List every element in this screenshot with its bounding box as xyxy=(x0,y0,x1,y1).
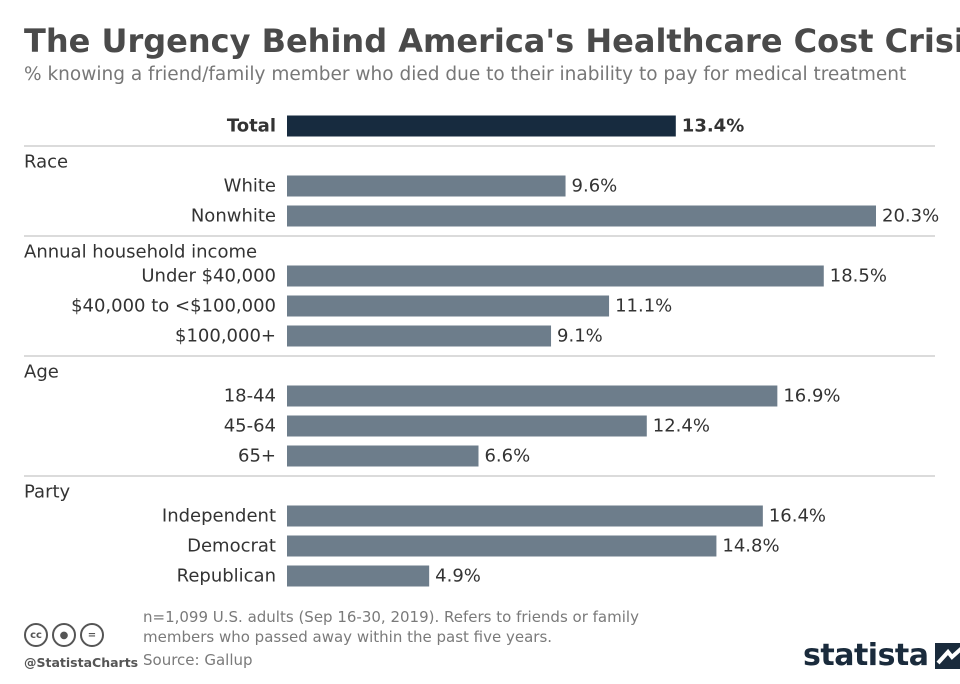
bar-9 xyxy=(287,535,717,557)
bar-10 xyxy=(287,565,430,587)
category-label-3: $40,000 to <$100,000 xyxy=(71,296,276,317)
value-label-6: 12.4% xyxy=(653,416,710,437)
bar-6 xyxy=(287,415,647,437)
footnote: n=1,099 U.S. adults (Sep 16-30, 2019). R… xyxy=(143,608,639,646)
category-label-8: Independent xyxy=(162,506,276,527)
category-label-1: Nonwhite xyxy=(191,206,276,227)
twitter-handle: @StatistaCharts xyxy=(24,655,139,670)
chart-subtitle: % knowing a friend/family member who die… xyxy=(24,64,907,85)
bar-chart: Total 13.4% Race White 9.6% Nonwhite 20.3% Annu… xyxy=(24,115,939,587)
bar-7 xyxy=(287,445,479,467)
value-label-3: 11.1% xyxy=(615,296,672,317)
group-heading-0: Race xyxy=(24,152,68,173)
value-label-9: 14.8% xyxy=(722,536,779,557)
bar-1 xyxy=(287,205,876,227)
statista-logo: statista xyxy=(803,638,960,673)
attribution-icon: ● xyxy=(52,623,76,647)
bar-4 xyxy=(287,325,552,347)
source-note: Source: Gallup xyxy=(143,651,253,669)
no-derivatives-icon: = xyxy=(80,623,104,647)
category-label-10: Republican xyxy=(177,566,276,587)
category-label-4: $100,000+ xyxy=(175,326,276,347)
statista-logo-icon xyxy=(934,642,960,669)
category-label-9: Democrat xyxy=(187,536,276,557)
value-label-5: 16.9% xyxy=(783,386,840,407)
value-label-total: 13.4% xyxy=(682,116,744,137)
category-label-7: 65+ xyxy=(238,446,276,467)
bar-3 xyxy=(287,295,610,317)
license-icons: cc ● = xyxy=(24,623,104,647)
category-label-0: White xyxy=(224,176,276,197)
category-label-2: Under $40,000 xyxy=(141,266,276,287)
category-label-5: 18-44 xyxy=(224,386,276,407)
value-label-0: 9.6% xyxy=(572,176,618,197)
value-label-10: 4.9% xyxy=(435,566,481,587)
bar-8 xyxy=(287,505,763,527)
bar-total xyxy=(287,115,676,137)
bar-2 xyxy=(287,265,824,287)
value-label-7: 6.6% xyxy=(484,446,530,467)
group-heading-3: Party xyxy=(24,482,71,503)
group-heading-1: Annual household income xyxy=(24,242,257,263)
bar-0 xyxy=(287,175,566,197)
value-label-1: 20.3% xyxy=(882,206,939,227)
category-label-total: Total xyxy=(227,116,276,137)
chart-title: The Urgency Behind America's Healthcare … xyxy=(24,22,960,60)
category-label-6: 45-64 xyxy=(224,416,276,437)
value-label-8: 16.4% xyxy=(769,506,826,527)
group-heading-2: Age xyxy=(24,362,59,383)
bar-5 xyxy=(287,385,778,407)
value-label-4: 9.1% xyxy=(557,326,603,347)
value-label-2: 18.5% xyxy=(830,266,887,287)
cc-icon: cc xyxy=(24,623,48,647)
brand-name: statista xyxy=(803,638,929,673)
